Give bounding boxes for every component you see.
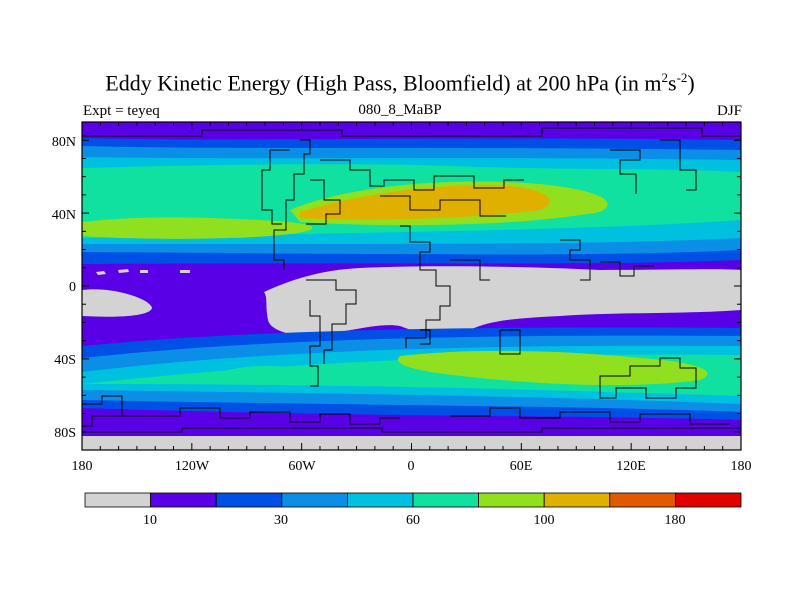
lon-label-120e: 120E <box>616 459 646 474</box>
colorbar-label-100: 100 <box>534 513 555 528</box>
lon-label-180e: 180 <box>731 459 752 474</box>
lat-label-0: 0 <box>69 280 76 295</box>
title-superscript-2: 2 <box>661 70 669 85</box>
lat-label-40n: 40N <box>52 208 76 223</box>
lon-label-60e: 60E <box>510 459 533 474</box>
colorbar-segment <box>543 492 611 508</box>
colorbar-segment <box>215 492 283 508</box>
title-unit-s: s <box>668 70 677 96</box>
latitude-labels: 80N 40N 0 40S 80S <box>52 135 76 441</box>
experiment-label: Expt = teyeq <box>83 103 160 119</box>
colorbar-label-60: 60 <box>406 513 420 528</box>
colorbar <box>84 492 742 508</box>
colorbar-segment <box>281 492 348 508</box>
lat-label-80n: 80N <box>52 135 76 150</box>
lat-label-40s: 40S <box>54 353 76 368</box>
colorbar-segment <box>84 492 151 508</box>
colorbar-segment <box>346 492 414 508</box>
colorbar-segment <box>478 492 545 508</box>
season-label: DJF <box>716 103 742 119</box>
title-superscript-minus-2: -2 <box>676 70 688 85</box>
colorbar-label-10: 10 <box>143 513 157 528</box>
eke-contour-fill <box>82 122 741 450</box>
lon-label-180w: 180 <box>72 459 93 474</box>
lon-label-60w: 60W <box>288 459 316 474</box>
colorbar-segment <box>609 492 676 508</box>
figure-subtitle: 080_8_MaBP <box>358 102 442 118</box>
colorbar-segment <box>150 492 217 508</box>
title-text: Eddy Kinetic Energy (High Pass, Bloomfie… <box>105 70 662 96</box>
longitude-labels: 180 120W 60W 0 60E 120E 180 <box>72 459 752 474</box>
colorbar-segment <box>412 492 479 508</box>
colorbar-label-180: 180 <box>665 513 686 528</box>
colorbar-labels: 10 30 60 100 180 <box>143 513 686 528</box>
colorbar-segment <box>675 492 742 508</box>
title-close-paren: ) <box>687 70 695 96</box>
lat-label-80s: 80S <box>54 426 76 441</box>
figure-title: Eddy Kinetic Energy (High Pass, Bloomfie… <box>0 70 800 96</box>
lon-label-0: 0 <box>408 459 415 474</box>
lon-label-120w: 120W <box>175 459 210 474</box>
coastlines <box>82 127 741 433</box>
colorbar-label-30: 30 <box>274 513 288 528</box>
axis-ticks <box>81 121 742 451</box>
